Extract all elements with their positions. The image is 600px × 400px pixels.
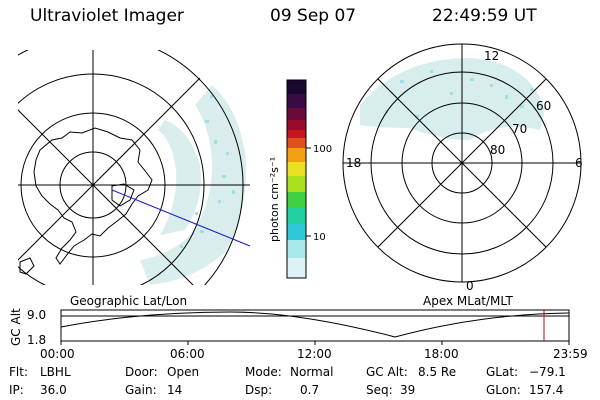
gc-alt-value: 8.5 Re bbox=[418, 365, 457, 379]
geo-meridians bbox=[18, 50, 250, 285]
dsp-label: Dsp: bbox=[245, 383, 273, 397]
glon-label: GLon: bbox=[486, 383, 521, 397]
glat-label: GLat: bbox=[486, 365, 519, 379]
apex-map bbox=[342, 43, 582, 283]
antarctica-coastline bbox=[33, 127, 153, 265]
ip-label: IP: bbox=[9, 383, 24, 397]
gain-label: Gain: bbox=[125, 383, 157, 397]
color-bar bbox=[286, 79, 311, 279]
gc-alt-label: GC Alt: bbox=[366, 365, 408, 379]
ip-value: 36.0 bbox=[40, 383, 67, 397]
altitude-curve bbox=[60, 311, 570, 338]
geo-scan-line bbox=[111, 189, 251, 247]
filter-label: Flt: bbox=[9, 365, 28, 379]
altitude-tick-9: 9.0 bbox=[27, 308, 46, 322]
colorbar-tick-100: 100 bbox=[313, 144, 332, 155]
seq-label: Seq: bbox=[366, 383, 393, 397]
gain-value: 14 bbox=[167, 383, 183, 397]
mlt-label-6: 6 bbox=[575, 156, 583, 170]
image-date: 09 Sep 07 bbox=[270, 6, 357, 26]
mlt-label-0: 0 bbox=[466, 279, 474, 293]
filter-value: LBHL bbox=[40, 365, 71, 379]
ross-ice-shelf bbox=[111, 183, 135, 207]
time-tick-0000: 00:00 bbox=[40, 347, 75, 361]
altitude-tick-1-8: 1.8 bbox=[27, 333, 46, 347]
altitude-timeline bbox=[60, 309, 570, 345]
colorbar-units-label: photon cm⁻²s⁻¹ bbox=[268, 157, 281, 242]
glon-value: 157.4 bbox=[529, 383, 564, 397]
time-tick-1200: 12:00 bbox=[297, 347, 332, 361]
image-time: 22:49:59 UT bbox=[432, 6, 537, 26]
altitude-axis-label: GC Alt bbox=[9, 308, 23, 346]
door-label: Door: bbox=[125, 365, 158, 379]
door-value: Open bbox=[167, 365, 200, 379]
geographic-label: Geographic Lat/Lon bbox=[70, 294, 188, 308]
mlt-label-12: 12 bbox=[484, 49, 499, 63]
instrument-title: Ultraviolet Imager bbox=[30, 6, 184, 26]
time-tick-1800: 18:00 bbox=[424, 347, 459, 361]
geographic-map bbox=[18, 50, 251, 285]
dsp-value: 0.7 bbox=[300, 383, 320, 397]
mode-value: Normal bbox=[290, 365, 334, 379]
glat-value: −79.1 bbox=[529, 365, 566, 379]
mode-label: Mode: bbox=[245, 365, 282, 379]
mlat-label-70: 70 bbox=[512, 122, 527, 136]
geo-emission-bright bbox=[180, 95, 235, 248]
time-tick-2359: 23:59 bbox=[553, 347, 588, 361]
apex-emission bbox=[360, 58, 545, 140]
mlt-label-18: 18 bbox=[346, 156, 361, 170]
seq-value: 39 bbox=[400, 383, 416, 397]
geo-emission bbox=[140, 85, 247, 285]
apex-label: Apex MLat/MLT bbox=[423, 294, 513, 308]
time-tick-0600: 06:00 bbox=[170, 347, 205, 361]
south-america-tip bbox=[19, 257, 35, 275]
colorbar-tick-10: 10 bbox=[313, 232, 326, 243]
mlat-label-80: 80 bbox=[490, 143, 505, 157]
mlat-label-60: 60 bbox=[536, 99, 551, 113]
